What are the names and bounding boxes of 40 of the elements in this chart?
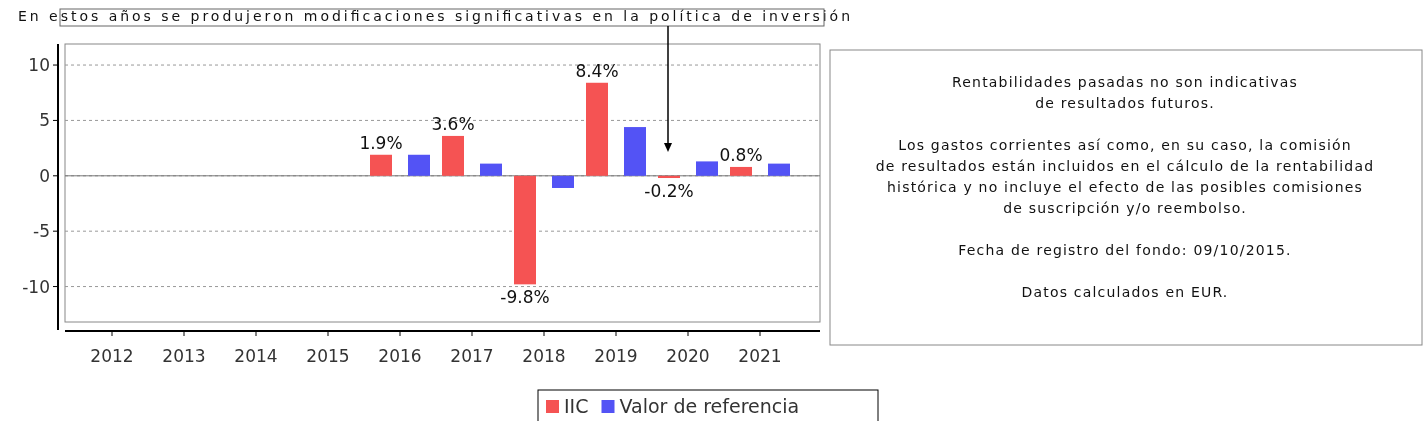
data-label: -0.2% bbox=[644, 181, 694, 202]
legend-label: IIC bbox=[564, 395, 589, 417]
y-tick-label: 5 bbox=[39, 110, 50, 131]
data-label: -9.8% bbox=[500, 287, 550, 308]
bar bbox=[552, 175, 574, 188]
x-tick-label: 2017 bbox=[450, 346, 494, 366]
x-tick-label: 2013 bbox=[162, 346, 206, 366]
data-label: 3.6% bbox=[431, 113, 475, 134]
data-label: 8.4% bbox=[575, 60, 619, 81]
text: Rentabilidades pasadas no son indicativas de resultados futuros. bbox=[951, 74, 1299, 111]
data-label: 1.9% bbox=[359, 132, 403, 153]
bar bbox=[658, 175, 680, 179]
bar bbox=[442, 135, 464, 176]
x-tick-label: 2020 bbox=[666, 346, 710, 366]
x-tick-label: 2014 bbox=[234, 346, 278, 366]
bar bbox=[514, 175, 536, 285]
x-tick-label: 2015 bbox=[306, 346, 350, 366]
y-tick-label: 10 bbox=[28, 55, 50, 76]
text: Fecha de registro del fondo: 09/10/2015. bbox=[958, 242, 1292, 258]
y-tick-label: -10 bbox=[22, 276, 50, 297]
x-tick-label: 2012 bbox=[90, 346, 134, 366]
data-label: 0.8% bbox=[719, 144, 763, 165]
bar bbox=[696, 161, 718, 176]
bar bbox=[730, 166, 752, 176]
bar bbox=[480, 163, 502, 176]
x-tick-label: 2021 bbox=[738, 346, 782, 366]
text: Los gastos corrientes así como, en su caso, la comisión de resultados están incluidos en el cálculo de la rentabilidad histórica y no incluye el efecto de las posibles comisiones de suscripción y/o reembolso. bbox=[875, 137, 1375, 216]
bar bbox=[586, 82, 608, 176]
bar bbox=[408, 154, 430, 176]
bar bbox=[370, 154, 392, 176]
text: Datos calculados en EUR. bbox=[1021, 284, 1229, 300]
x-tick-label: 2016 bbox=[378, 346, 422, 366]
text: En estos años se produjeron modificaciones significativas en la política de inversión bbox=[18, 8, 850, 24]
bar bbox=[624, 127, 646, 176]
y-tick-label: -5 bbox=[33, 221, 50, 242]
legend-label: Valor de referencia bbox=[619, 395, 800, 417]
y-tick-label: 0 bbox=[39, 165, 50, 186]
bar bbox=[768, 163, 790, 176]
x-tick-label: 2018 bbox=[522, 346, 566, 366]
x-tick-label: 2019 bbox=[594, 346, 638, 366]
